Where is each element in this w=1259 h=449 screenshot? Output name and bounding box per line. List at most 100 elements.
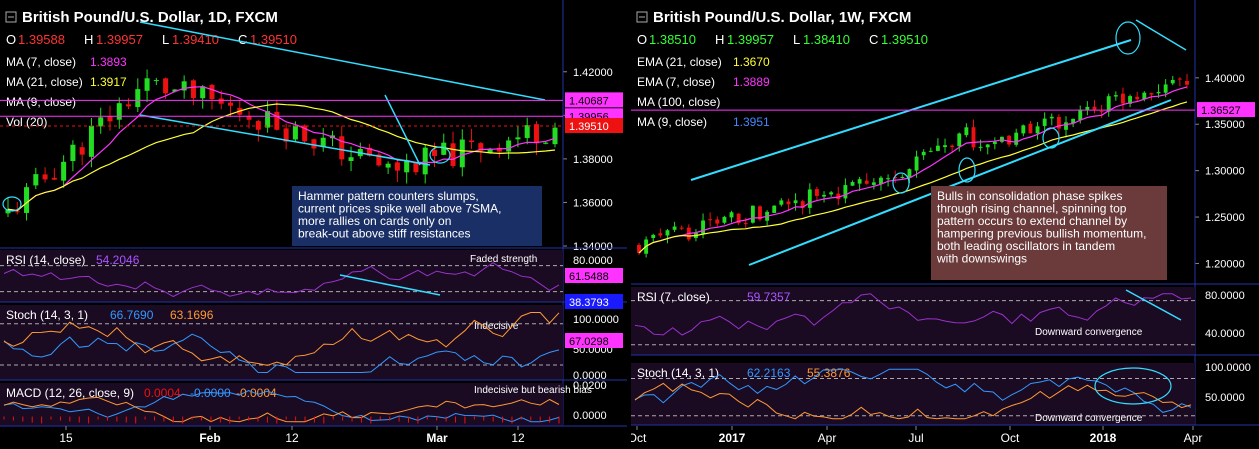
pattern-highlight-circle [1042,127,1060,149]
trendline [1135,19,1187,51]
candle-body [1078,109,1083,121]
candle-body [1128,96,1132,104]
subpanel-tick-label: 100.0000 [573,314,619,326]
ohlc-high-key: H [84,32,93,47]
ohlc-high-key: H [715,32,724,47]
candle-body [496,147,502,152]
annotation-text-line: break-out above stiff resistances [298,227,471,241]
candle-body [850,182,855,186]
candle-body [172,89,178,92]
oscillator-highlight-circle [1094,367,1172,405]
candle-body [487,148,493,153]
price-label-box [1197,102,1255,118]
candle-body [218,98,224,104]
candle-body [367,147,373,156]
candle-body [950,145,955,148]
annotation-text-line: both leading oscillators in tandem [937,239,1115,253]
ohlc-close-key: C [869,32,878,47]
candle-body [871,182,876,185]
ohlc-high: 1.39957 [727,32,774,47]
annotation-box [292,186,542,246]
candle-body [543,142,549,144]
x-tick-label: Oct [631,431,647,445]
price-label-box [565,118,623,134]
candle-body [900,176,905,178]
candle-body [736,213,741,224]
x-tick-label: 2018 [1090,431,1117,445]
subpanel-value: 0.0004 [144,386,181,400]
price-label-box [565,92,623,108]
candle-body [822,194,826,197]
candle-body [265,111,271,128]
candle-body [339,136,345,160]
subpanel-tick-label: 80.0000 [1205,290,1245,302]
ma-fast-line [7,86,556,212]
x-tick-label: Mar [426,431,448,445]
candle-body [1149,93,1154,95]
candle-body [1035,126,1040,134]
candle-body [1156,92,1161,94]
candle-body [1071,118,1076,124]
ohlc-high: 1.39957 [96,32,143,47]
candle-body [964,127,969,136]
candle-body [42,174,48,180]
annotation-text-line: current prices spike well above 7SMA, [298,202,501,216]
window-menu-icon [636,11,648,23]
candle-body [14,211,20,213]
candle-body [459,139,465,168]
oscillator-line [634,382,1192,420]
candle-body [348,157,354,161]
candle-body [1113,95,1118,97]
oscillator-line [3,312,560,366]
y-tick-label: 1.36000 [573,197,613,209]
candle-body [1106,96,1111,112]
candle-body [292,125,298,140]
legend-value: 1.3670 [733,55,770,69]
oscillator-line [3,396,560,423]
candle-body [935,145,940,151]
candle-body [1135,96,1140,100]
chart-title: British Pound/U.S. Dollar, 1W, FXCM [653,9,911,26]
x-tick-label: Feb [199,431,220,445]
candle-body [701,220,705,234]
ma-fast-line [638,86,1188,254]
candle-body [61,161,67,181]
x-tick-label: Apr [818,431,837,445]
subpanel-background [0,250,563,302]
candle-body [135,89,141,108]
subpanel-label-value: 67.0298 [569,336,609,348]
candle-body [814,189,819,196]
subpanel-tick-label: 0.0200 [573,380,607,392]
candle-body [985,144,990,148]
x-tick-label: 12 [285,431,299,445]
legend-value: 1.3951 [733,115,770,129]
subpanel-note: Indecisive [474,321,519,332]
oscillator-trend-arrow [1125,289,1182,321]
candle-body [729,212,734,218]
candle-body [116,103,122,120]
oscillator-line [634,293,1192,336]
x-tick-label: 2017 [719,431,746,445]
subpanel-background [631,287,1195,355]
legend-label: EMA (21, close) [637,55,722,69]
subpanel-tick-label: 0.0000 [573,410,607,422]
subpanel-label: MACD (12, 26, close, 9) [6,386,134,400]
candle-body [637,244,641,253]
candle-body [971,127,976,148]
candle-body [679,227,684,229]
candle-body [743,223,748,225]
y-tick-label: 1.38000 [573,154,613,166]
candle-body [515,137,521,140]
candle-body [70,144,76,162]
ohlc-open: 1.39588 [18,32,65,47]
legend-label: EMA (7, close) [637,75,715,89]
candle-body [107,116,113,122]
legend-label: MA (9, close) [637,115,707,129]
subpanel-background [0,305,563,380]
ohlc-open-key: O [637,32,647,47]
trendline [139,114,431,166]
pattern-highlight-circle [892,172,910,194]
candle-body [829,192,834,195]
pattern-highlight-circle [958,157,976,183]
